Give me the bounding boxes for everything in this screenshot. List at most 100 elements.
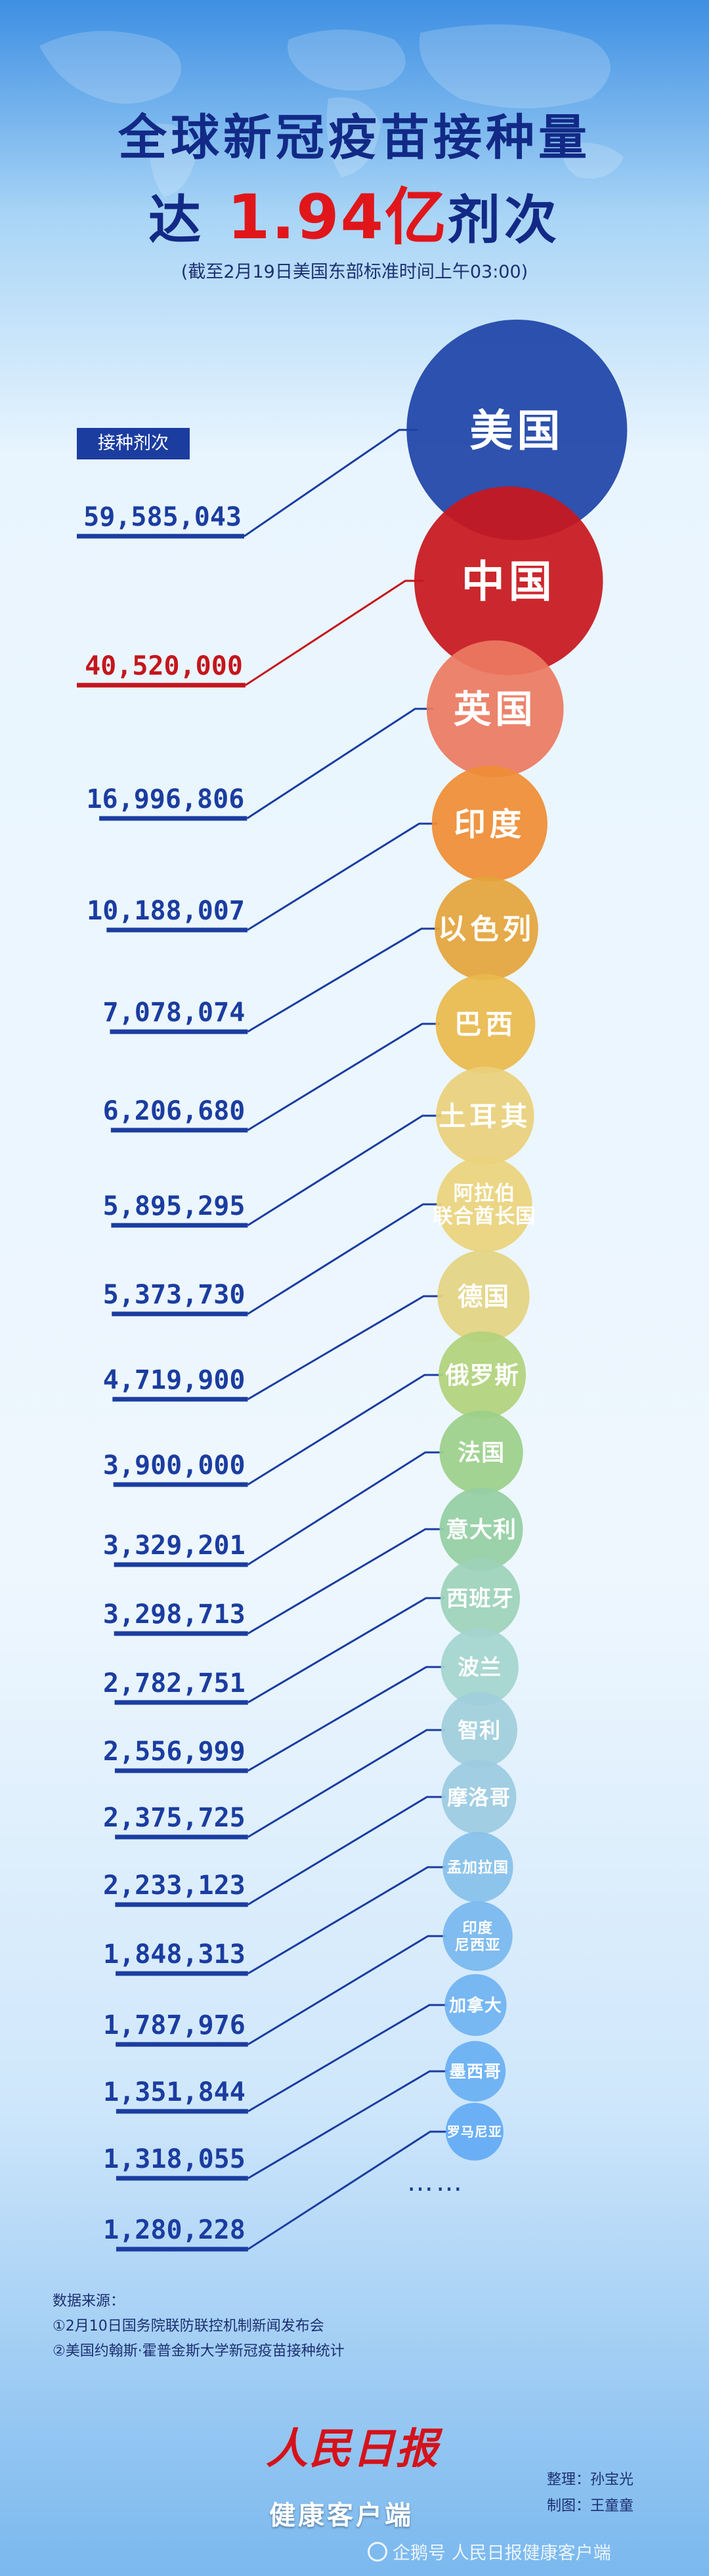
country-bubble-9: 俄罗斯 bbox=[439, 1331, 526, 1419]
country-bubble-20: 罗马尼亚 bbox=[445, 2103, 504, 2161]
bubble-circle-6 bbox=[436, 1066, 534, 1165]
bubble-circle-15 bbox=[441, 1760, 517, 1834]
data-row-0: 59,585,043 bbox=[77, 429, 418, 539]
connector-line-8 bbox=[247, 1295, 442, 1401]
data-row-16: 1,848,313 bbox=[103, 1866, 446, 1976]
country-label-17-1: 尼西亚 bbox=[455, 1937, 501, 1954]
country-label-14-0: 智利 bbox=[458, 1718, 501, 1742]
bubble-circle-1 bbox=[414, 486, 603, 675]
country-label-17-0: 印度 bbox=[462, 1919, 493, 1937]
country-label-0-0: 美国 bbox=[469, 406, 564, 456]
value-label-19: 1,318,055 bbox=[103, 2144, 246, 2174]
country-label-9-0: 俄罗斯 bbox=[444, 1361, 519, 1389]
connector-line-7 bbox=[247, 1203, 442, 1315]
value-label-12: 2,782,751 bbox=[103, 1668, 246, 1699]
value-label-14: 2,375,725 bbox=[103, 1803, 246, 1833]
bubble-circle-13 bbox=[440, 1628, 519, 1706]
country-label-3-0: 印度 bbox=[454, 806, 525, 843]
bubble-circle-8 bbox=[437, 1250, 530, 1343]
country-label-4-0: 以色列 bbox=[438, 914, 535, 946]
watermark-text: 企鹅号 人民日报健康客户端 bbox=[393, 2543, 611, 2564]
bubble-circle-2 bbox=[426, 640, 564, 778]
page-title: 全球新冠疫苗接种量 bbox=[118, 110, 591, 166]
connector-line-1 bbox=[245, 580, 424, 686]
connector-line-16 bbox=[247, 1866, 446, 1975]
bubble-circle-19 bbox=[444, 2040, 506, 2102]
connector-line-19 bbox=[247, 2070, 448, 2180]
country-label-19-0: 墨西哥 bbox=[449, 2061, 501, 2081]
data-row-5: 6,206,680 bbox=[103, 1023, 441, 1133]
data-row-12: 2,782,751 bbox=[103, 1597, 444, 1705]
value-label-11: 3,298,713 bbox=[103, 1599, 246, 1630]
title-total-number: 1.94亿 bbox=[226, 182, 448, 253]
value-label-2: 16,996,806 bbox=[86, 784, 244, 814]
country-bubble-6: 土耳其 bbox=[436, 1066, 534, 1165]
value-label-6: 5,895,295 bbox=[103, 1191, 246, 1221]
data-row-10: 3,329,201 bbox=[103, 1451, 444, 1567]
connector-line-3 bbox=[247, 822, 438, 931]
connector-line-11 bbox=[247, 1528, 444, 1635]
country-label-18-0: 加拿大 bbox=[449, 1995, 502, 2016]
country-bubble-8: 德国 bbox=[437, 1250, 530, 1343]
country-label-6-0: 土耳其 bbox=[439, 1101, 531, 1132]
page-title-line2: 达 1.94亿剂次 bbox=[0, 167, 709, 257]
country-label-2-0: 英国 bbox=[454, 688, 537, 732]
connector-line-9 bbox=[247, 1374, 443, 1486]
data-source: 数据来源： ①2月10日国务院联防联控机制新闻发布会 ②美国约翰斯·霍普金斯大学… bbox=[53, 2289, 345, 2364]
bubble-circle-18 bbox=[444, 1974, 507, 2037]
bubble-circle-0 bbox=[406, 320, 628, 540]
country-bubble-0: 美国 bbox=[406, 320, 628, 540]
bubble-circle-4 bbox=[435, 877, 538, 981]
value-label-15: 2,233,123 bbox=[103, 1870, 246, 1901]
data-row-18: 1,351,844 bbox=[103, 2004, 448, 2114]
value-label-13: 2,556,999 bbox=[103, 1737, 246, 1767]
bubble-circle-20 bbox=[445, 2103, 504, 2161]
connector-line-5 bbox=[247, 1023, 441, 1131]
country-label-1-0: 中国 bbox=[462, 557, 556, 607]
connector-line-6 bbox=[247, 1114, 441, 1227]
country-bubble-2: 英国 bbox=[426, 640, 564, 778]
data-row-6: 5,895,295 bbox=[103, 1114, 441, 1228]
connector-line-12 bbox=[247, 1597, 444, 1704]
connector-line-0 bbox=[244, 429, 418, 538]
bubble-circle-5 bbox=[435, 974, 536, 1074]
value-label-5: 6,206,680 bbox=[103, 1096, 246, 1126]
bubble-circle-14 bbox=[441, 1692, 518, 1768]
value-label-18: 1,351,844 bbox=[103, 2077, 246, 2107]
country-bubble-4: 以色列 bbox=[435, 877, 538, 981]
country-bubble-10: 法国 bbox=[439, 1410, 523, 1494]
connector-line-10 bbox=[247, 1451, 444, 1566]
connector-line-2 bbox=[246, 707, 434, 820]
penguin-icon bbox=[368, 2542, 387, 2562]
data-row-15: 2,233,123 bbox=[103, 1796, 446, 1907]
source-item-2: ②美国约翰斯·霍普金斯大学新冠疫苗接种统计 bbox=[53, 2343, 345, 2359]
data-row-7: 5,373,730 bbox=[103, 1203, 442, 1317]
country-bubble-5: 巴西 bbox=[435, 974, 536, 1074]
connector-line-14 bbox=[247, 1729, 445, 1838]
value-label-20: 1,280,228 bbox=[103, 2215, 246, 2245]
bubble-circle-7 bbox=[437, 1156, 532, 1252]
country-bubble-1: 中国 bbox=[414, 486, 603, 675]
country-bubble-15: 摩洛哥 bbox=[441, 1760, 517, 1834]
data-row-8: 4,719,900 bbox=[103, 1295, 442, 1402]
country-label-11-0: 意大利 bbox=[446, 1517, 517, 1544]
connector-line-20 bbox=[247, 2130, 449, 2250]
value-label-10: 3,329,201 bbox=[103, 1531, 246, 1561]
subtitle-date: (截至2月19日美国东部标准时间上午03:00) bbox=[181, 262, 528, 282]
value-label-1: 40,520,000 bbox=[85, 651, 243, 681]
data-row-9: 3,900,000 bbox=[103, 1374, 443, 1487]
data-row-14: 2,375,725 bbox=[103, 1729, 445, 1840]
people-daily-logo: 人民日报 bbox=[266, 2424, 439, 2474]
country-bubble-18: 加拿大 bbox=[444, 1974, 507, 2037]
data-row-1: 40,520,000 bbox=[77, 580, 424, 688]
connector-line-13 bbox=[247, 1666, 445, 1772]
data-row-13: 2,556,999 bbox=[103, 1666, 445, 1773]
data-row-20: 1,280,228 bbox=[103, 2130, 449, 2252]
data-row-4: 7,078,074 bbox=[103, 927, 440, 1034]
bubble-circle-9 bbox=[439, 1331, 526, 1419]
connector-line-17 bbox=[247, 1935, 446, 2046]
country-bubble-11: 意大利 bbox=[439, 1487, 523, 1571]
